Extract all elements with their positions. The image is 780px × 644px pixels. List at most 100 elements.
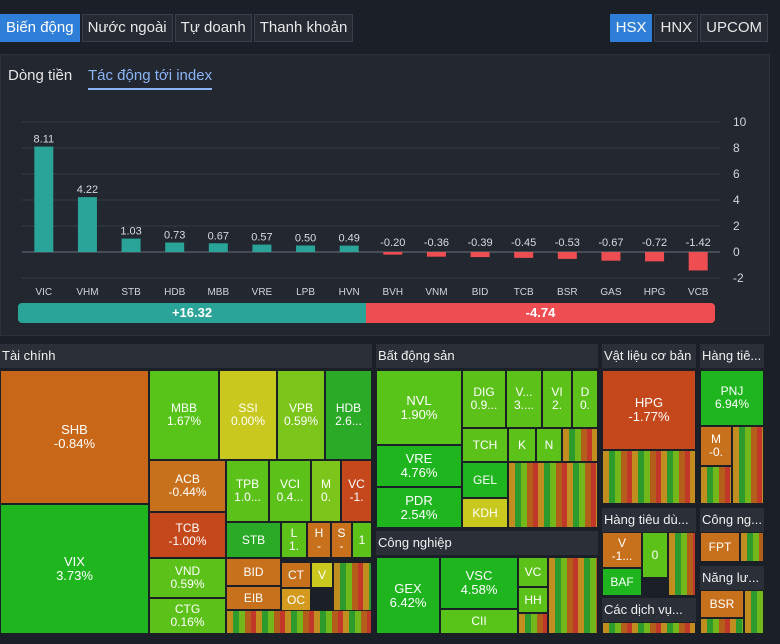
tile-fpt[interactable]: FPT — [700, 532, 740, 562]
tile-tch[interactable]: TCH — [462, 428, 508, 462]
tile-nvl[interactable]: NVL 1.90% — [376, 370, 462, 445]
change: -0.44% — [168, 485, 207, 499]
tile-vci[interactable]: VCI 0.4... — [269, 460, 311, 522]
tile-hh[interactable]: HH — [518, 587, 548, 613]
tile-shb[interactable]: SHB -0.84% — [0, 370, 149, 504]
sector-header-consumer[interactable]: Hàng tiêu dù... — [602, 508, 696, 532]
exchange-hnx[interactable]: HNX — [654, 14, 699, 42]
ticker: MBB — [170, 401, 197, 415]
small-tiles-consumer[interactable] — [668, 532, 696, 596]
small-tiles-goods[interactable] — [732, 426, 764, 504]
x-tick-label: VNM — [425, 287, 447, 298]
tile-zero[interactable]: 0 — [642, 532, 668, 578]
change: -1... — [611, 549, 633, 563]
tile-vnd[interactable]: VND 0.59% — [149, 558, 226, 598]
subtab-tac-dong[interactable]: Tác động tới index — [88, 67, 213, 90]
bar-mbb — [208, 243, 228, 252]
tile-vi[interactable]: VI 2. — [542, 370, 572, 428]
subtab-dong-tien[interactable]: Dòng tiền — [8, 67, 73, 84]
sector-header-tech[interactable]: Công ng... — [700, 508, 764, 532]
tile-stb[interactable]: STB — [226, 522, 281, 558]
sector-header-finance[interactable]: Tài chính — [0, 344, 372, 368]
tile-vc[interactable]: VC -1. — [341, 460, 372, 522]
tile-ssi[interactable]: SSI 0.00% — [219, 370, 277, 460]
exchange-hsx[interactable]: HSX — [609, 14, 653, 42]
tile-gex[interactable]: GEX 6.42% — [376, 557, 440, 634]
tile-baf[interactable]: BAF — [602, 568, 642, 596]
ticker: 0 — [651, 547, 659, 562]
tile-vsc[interactable]: VSC 4.58% — [440, 557, 518, 609]
tile-tcb[interactable]: TCB -1.00% — [149, 512, 226, 558]
tile-bsr[interactable]: BSR — [700, 590, 744, 618]
small-tiles-services[interactable] — [602, 622, 696, 634]
tile-v[interactable]: V — [311, 562, 333, 588]
small-tiles-industry[interactable] — [548, 557, 598, 634]
tile-vre[interactable]: VRE 4.76% — [376, 445, 462, 487]
bar-lpb — [296, 245, 316, 252]
tab-tu-doanh[interactable]: Tự doanh — [174, 14, 252, 42]
sector-header-goods[interactable]: Hàng tiê... — [700, 344, 764, 368]
small-tiles-tech[interactable] — [740, 532, 764, 562]
tile-l[interactable]: L 1. — [281, 522, 307, 558]
positive-total-bar: +16.32 — [18, 303, 366, 323]
tile-acb[interactable]: ACB -0.44% — [149, 460, 226, 512]
sector-header-services[interactable]: Các dịch vụ... — [602, 598, 696, 622]
ticker: V — [317, 567, 326, 582]
x-tick-label: TCB — [514, 287, 534, 298]
sector-header-energy[interactable]: Năng lư... — [700, 566, 764, 590]
small-tiles-materials[interactable] — [602, 450, 696, 504]
ticker: BID — [243, 564, 264, 579]
tile-ct[interactable]: CT — [281, 562, 311, 588]
sector-header-realestate[interactable]: Bất động sản — [376, 344, 598, 368]
exchange-upcom[interactable]: UPCOM — [700, 14, 768, 42]
tile-d[interactable]: D 0. — [572, 370, 598, 428]
tile-m2[interactable]: M -0. — [700, 426, 732, 466]
small-tiles-industry-2[interactable] — [518, 613, 548, 634]
ticker: TCH — [472, 437, 498, 452]
tile-k[interactable]: K — [508, 428, 536, 462]
small-tiles-energy[interactable] — [744, 590, 764, 634]
tile-kdh[interactable]: KDH — [462, 498, 508, 528]
tile-tpb[interactable]: TPB 1.0... — [226, 460, 269, 522]
tab-bien-dong[interactable]: Biến động — [0, 14, 80, 42]
tile-hpg[interactable]: HPG -1.77% — [602, 370, 696, 450]
y-tick-label: 0 — [733, 245, 740, 259]
tile-cii[interactable]: CII — [440, 609, 518, 634]
bar-bvh — [383, 252, 403, 255]
small-tiles-energy-2[interactable] — [700, 618, 744, 634]
small-tiles-finance-2[interactable] — [226, 610, 372, 634]
tile-s[interactable]: S- — [331, 522, 352, 558]
tile-v1[interactable]: V -1... — [602, 532, 642, 568]
tile-v3[interactable]: V... 3.... — [506, 370, 542, 428]
ticker: GEL — [472, 472, 497, 487]
small-tiles-realestate[interactable] — [562, 428, 598, 462]
sector-header-materials[interactable]: Vật liệu cơ bản — [602, 344, 696, 368]
tile-vc-industry[interactable]: VC — [518, 557, 548, 587]
tile-eib[interactable]: EIB — [226, 586, 281, 610]
tile-vix[interactable]: VIX 3.73% — [0, 504, 149, 634]
negative-total-bar: -4.74 — [366, 303, 715, 323]
tile-pdr[interactable]: PDR 2.54% — [376, 487, 462, 528]
small-tiles-goods-2[interactable] — [700, 466, 732, 504]
tile-vpb[interactable]: VPB 0.59% — [277, 370, 325, 460]
tile-h[interactable]: H- — [307, 522, 331, 558]
tab-thanh-khoan[interactable]: Thanh khoản — [253, 14, 354, 42]
tab-nuoc-ngoai[interactable]: Nước ngoài — [81, 14, 173, 42]
tile-hdb[interactable]: HDB 2.6... — [325, 370, 372, 460]
tile-pnj[interactable]: PNJ 6.94% — [700, 370, 764, 426]
x-tick-label: VRE — [252, 287, 273, 298]
x-tick-label: BVH — [383, 287, 404, 298]
tile-oc[interactable]: OC — [281, 588, 311, 612]
tile-m[interactable]: M 0. — [311, 460, 341, 522]
tile-n[interactable]: N — [536, 428, 562, 462]
tile-1[interactable]: 1 — [352, 522, 372, 558]
tile-mbb[interactable]: MBB 1.67% — [149, 370, 219, 460]
small-tiles-finance[interactable] — [333, 562, 372, 612]
tile-gel[interactable]: GEL — [462, 462, 508, 498]
tile-ctg[interactable]: CTG 0.16% — [149, 598, 226, 634]
x-tick-label: BID — [472, 287, 489, 298]
tile-bid[interactable]: BID — [226, 558, 281, 586]
tile-dig[interactable]: DIG 0.9... — [462, 370, 506, 428]
sector-header-industry[interactable]: Công nghiệp — [376, 531, 598, 555]
small-tiles-realestate-2[interactable] — [508, 462, 598, 528]
